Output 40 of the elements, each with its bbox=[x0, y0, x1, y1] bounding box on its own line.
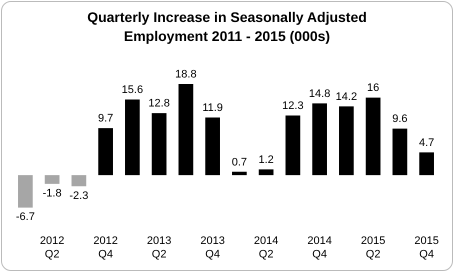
data-label: 12.8 bbox=[148, 98, 170, 110]
x-tick-label: 2013 Q2 bbox=[146, 235, 172, 260]
data-label: 14.2 bbox=[336, 90, 358, 103]
bar bbox=[339, 106, 354, 176]
x-tick-label: 2014 Q2 bbox=[254, 235, 278, 260]
bar bbox=[152, 113, 166, 176]
data-label: 16 bbox=[367, 82, 380, 94]
x-tick-label: 2015 Q4 bbox=[414, 235, 439, 260]
bar bbox=[125, 100, 140, 176]
x-tick-label: 2012 Q2 bbox=[40, 235, 64, 260]
data-label: 1.2 bbox=[258, 154, 274, 166]
bar bbox=[178, 84, 194, 176]
bar bbox=[44, 175, 60, 184]
bar bbox=[205, 117, 220, 176]
data-label: 14.8 bbox=[308, 88, 330, 100]
data-label: 9.7 bbox=[98, 112, 114, 125]
bar bbox=[286, 116, 300, 176]
data-label: 12.3 bbox=[282, 100, 304, 112]
x-tick-label: 2013 Q4 bbox=[200, 235, 225, 260]
bar bbox=[366, 98, 380, 176]
bar bbox=[419, 152, 434, 176]
bar bbox=[18, 175, 33, 208]
data-label: 18.8 bbox=[175, 68, 197, 81]
data-label: -2.3 bbox=[69, 190, 88, 202]
bar bbox=[258, 169, 274, 176]
bar bbox=[98, 128, 113, 176]
x-tick-label: 2014 Q4 bbox=[307, 235, 332, 260]
chart-title: Quarterly Increase in Seasonally Adjusted Employment 2011 - 2015 (000s) bbox=[87, 8, 367, 46]
data-label: 0.7 bbox=[232, 156, 248, 168]
bar bbox=[392, 128, 408, 176]
x-tick-label: 2015 Q2 bbox=[360, 235, 386, 260]
data-label: 9.6 bbox=[392, 113, 408, 126]
data-label: 15.6 bbox=[122, 84, 144, 96]
data-label: -1.8 bbox=[42, 187, 62, 200]
bar bbox=[72, 175, 86, 186]
data-label: 4.7 bbox=[418, 136, 434, 149]
data-label: 11.9 bbox=[202, 102, 223, 114]
x-tick-label: 2012 Q4 bbox=[93, 235, 118, 260]
data-label: -6.7 bbox=[16, 211, 35, 224]
bar bbox=[312, 103, 327, 176]
